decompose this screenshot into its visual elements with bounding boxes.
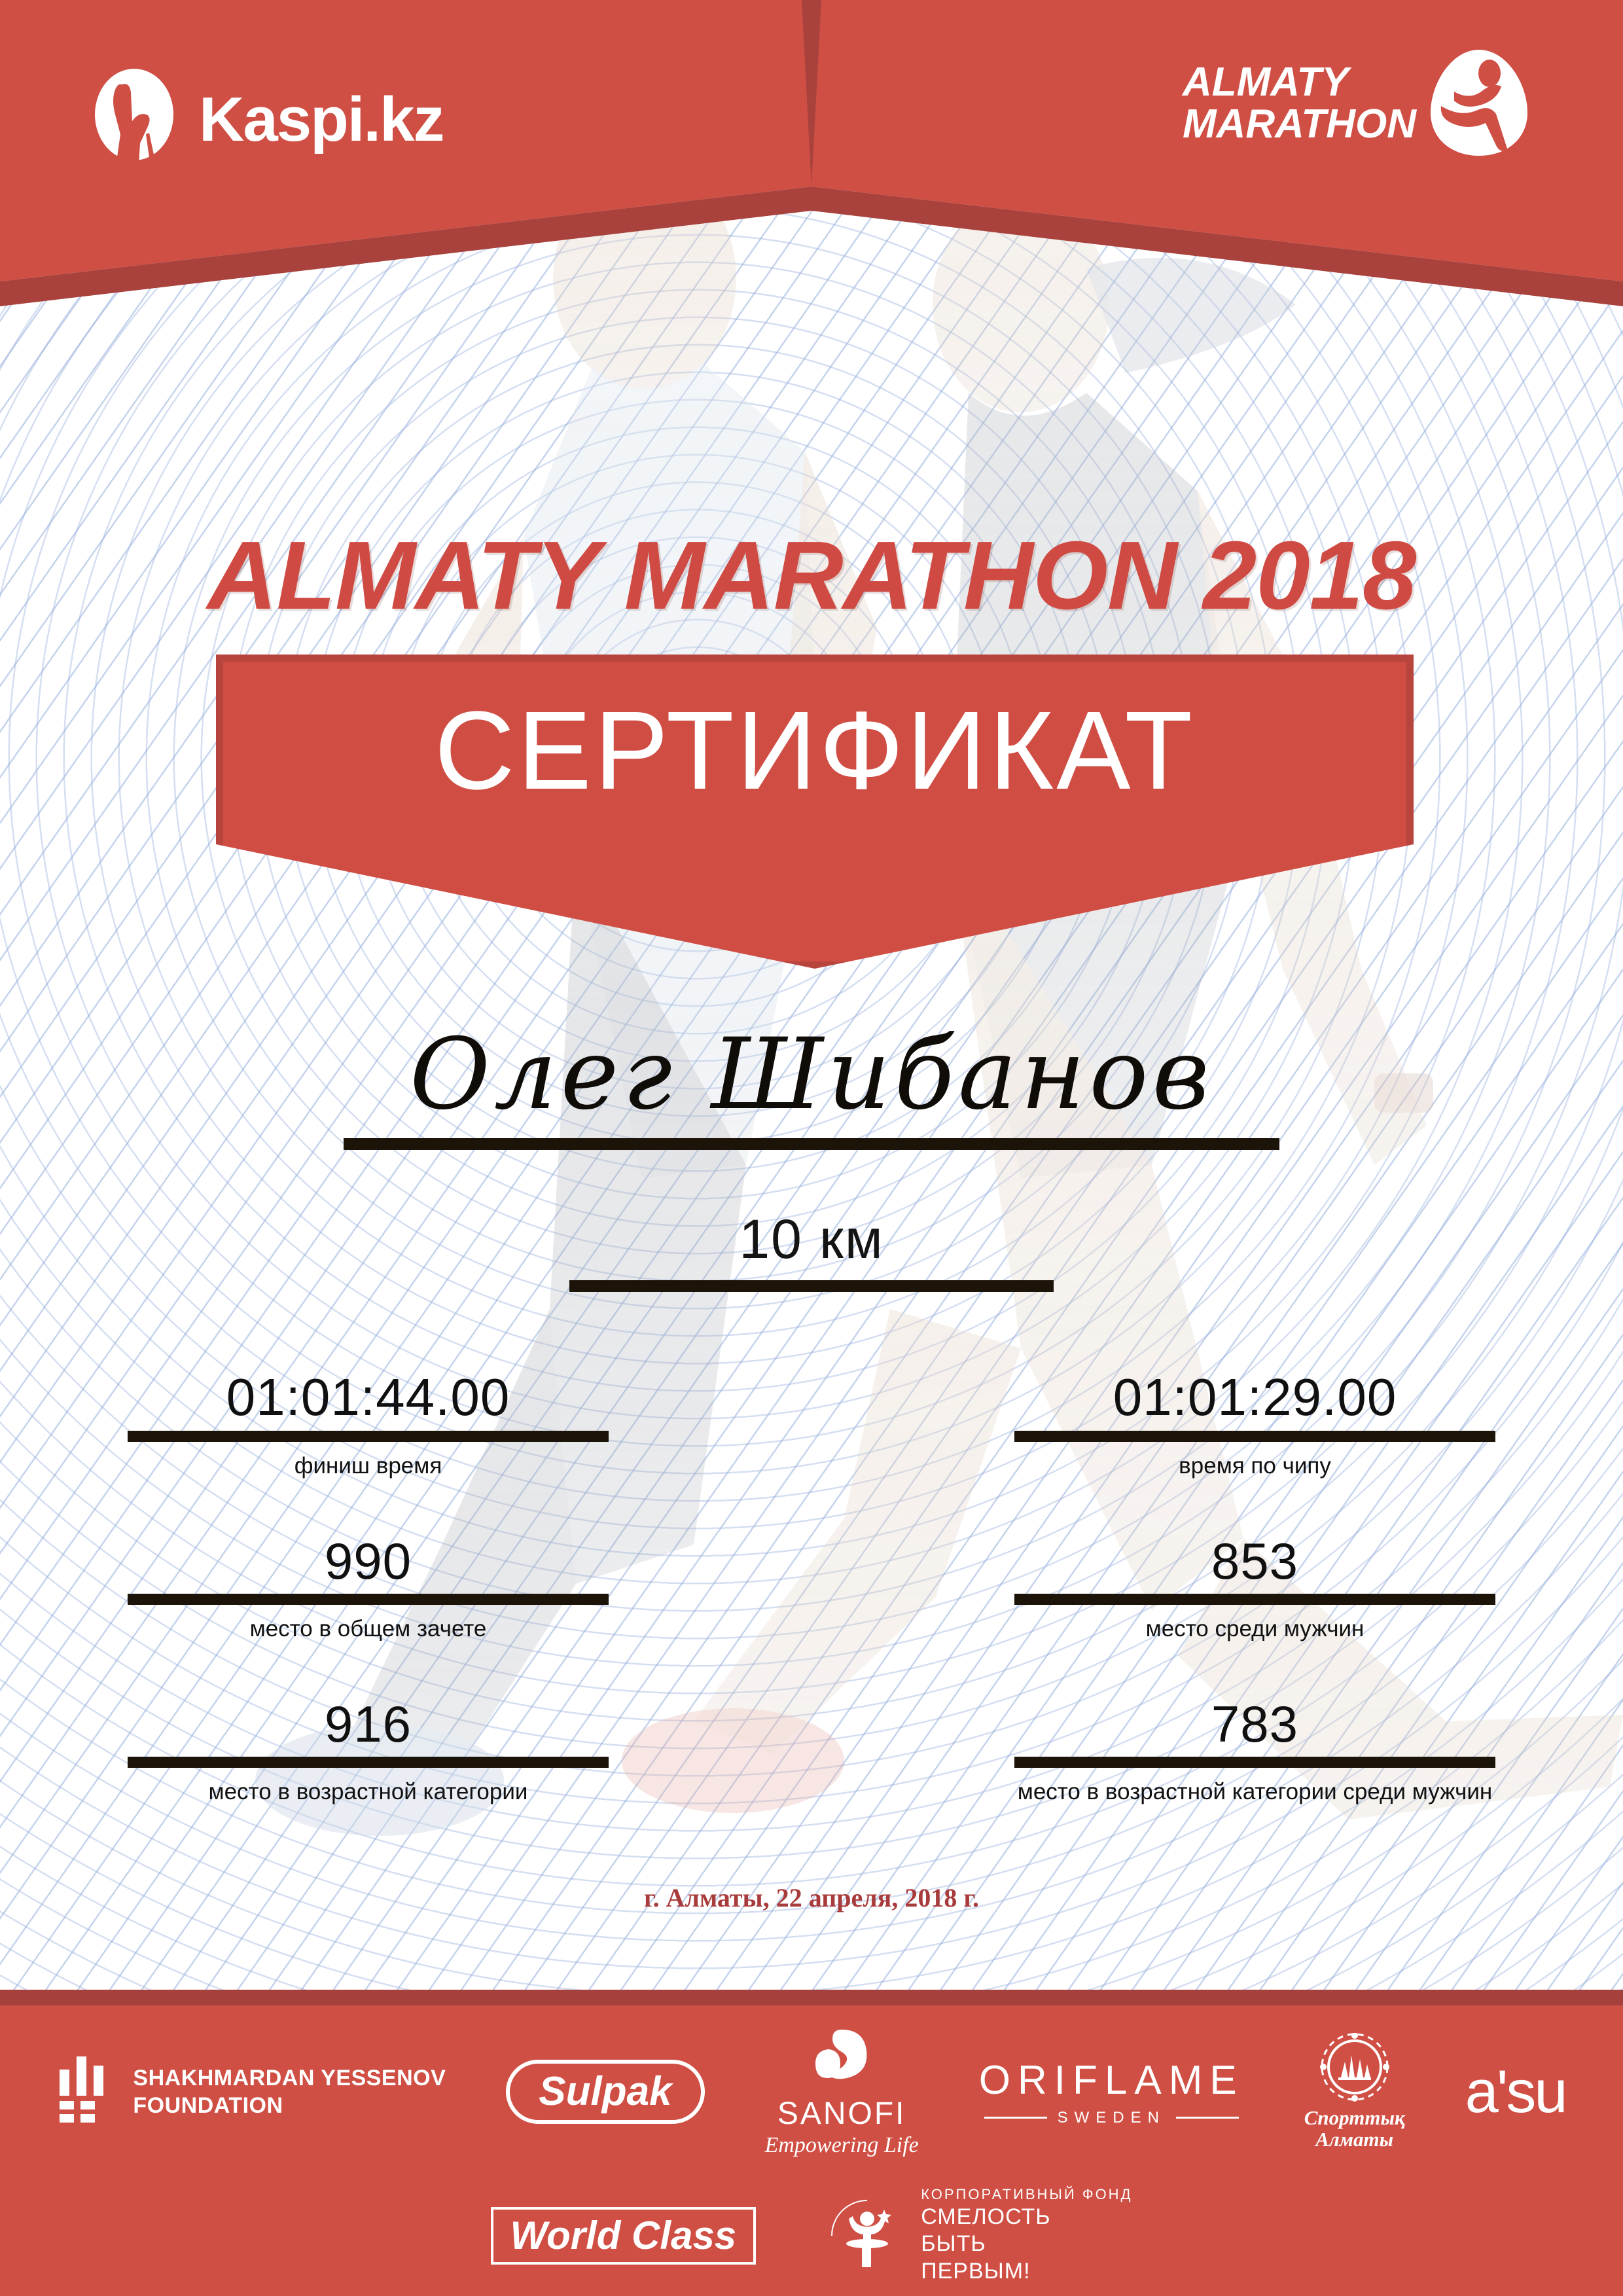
result-age-group-place: 916 место в возрастной категории — [128, 1695, 609, 1805]
results-row-2: 990 место в общем зачете 853 место среди… — [0, 1532, 1623, 1642]
distance-block: 10 км — [0, 1208, 1623, 1292]
sanofi-mark-icon — [815, 2030, 867, 2079]
sponsor-yessenov-foundation: SHAKHMARDAN YESSENOV FOUNDATION — [57, 2053, 446, 2131]
sport-almaty-emblem-icon — [1319, 2033, 1389, 2102]
marathon-logo-line1: ALMATY — [1182, 60, 1349, 105]
result-value: 01:01:29.00 — [1113, 1368, 1397, 1426]
result-label: место в возрастной категории среди мужчи… — [1017, 1779, 1493, 1805]
sponsor-row-secondary: World Class КОРПОРАТИВНЫЙ ФОНД СМЕЛОСТЬ … — [0, 2186, 1623, 2285]
sponsor-name-line1: КОРПОРАТИВНЫЙ ФОНД — [921, 2186, 1133, 2202]
result-underline — [128, 1593, 609, 1605]
date-and-place: г. Алматы, 22 апреля, 2018 г. — [643, 1883, 980, 1912]
kaspi-logo-text: Kaspi.kz — [199, 84, 444, 154]
participant-name-block: Олег Шибанов — [0, 1021, 1623, 1150]
sponsor-row-primary: SHAKHMARDAN YESSENOV FOUNDATION Sulpak S… — [0, 2026, 1623, 2158]
sponsor-name: a'su — [1465, 2058, 1568, 2125]
result-underline — [1014, 1430, 1495, 1442]
result-label: место среди мужчин — [1145, 1615, 1364, 1641]
result-underline — [128, 1430, 609, 1442]
sponsor-world-class: World Class — [490, 2206, 757, 2265]
sponsor-subname: SWEDEN — [1057, 2108, 1166, 2126]
sponsor-name: ORIFLAME — [978, 2057, 1244, 2103]
result-value: 853 — [1211, 1532, 1299, 1590]
kaspi-mark-icon — [95, 69, 173, 170]
kaspi-logo: Kaspi.kz — [92, 69, 444, 170]
result-value: 01:01:44.00 — [226, 1368, 510, 1426]
distance-value: 10 км — [739, 1208, 884, 1270]
row-spacer — [0, 1642, 1623, 1696]
certificate-banner: СЕРТИФИКАТ — [216, 655, 1414, 969]
certificate-type-label: СЕРТИФИКАТ — [434, 689, 1196, 813]
row-spacer — [0, 1479, 1623, 1533]
result-underline — [1014, 1593, 1495, 1605]
results-row-3: 916 место в возрастной категории 783 мес… — [0, 1695, 1623, 1805]
sponsor-name-line1: Спорттық — [1304, 2106, 1405, 2130]
oriflame-rule-left — [984, 2117, 1047, 2119]
sponsor-sulpak: Sulpak — [506, 2060, 705, 2124]
sponsor-tagline: Empowering Life — [764, 2133, 919, 2157]
result-value: 916 — [324, 1695, 412, 1753]
result-underline — [1014, 1757, 1495, 1768]
sponsor-name: World Class — [490, 2206, 757, 2265]
participant-name: Олег Шибанов — [410, 1018, 1213, 1132]
sponsor-asu: a'su — [1465, 2058, 1568, 2125]
result-label: место в возрастной категории — [208, 1779, 528, 1805]
result-label: финиш время — [294, 1452, 442, 1479]
result-chip-time: 01:01:29.00 время по чипу — [1014, 1368, 1495, 1479]
result-finish-time: 01:01:44.00 финиш время — [128, 1368, 609, 1479]
result-value: 783 — [1211, 1695, 1299, 1753]
sponsor-name-line2: СМЕЛОСТЬ — [921, 2204, 1051, 2229]
almaty-marathon-logo: ALMATY MARATHON — [1183, 46, 1531, 160]
sponsor-smelost-byt-pervym: КОРПОРАТИВНЫЙ ФОНД СМЕЛОСТЬ БЫТЬ ПЕРВЫМ! — [828, 2186, 1132, 2285]
result-label: время по чипу — [1179, 1452, 1331, 1479]
event-title: ALMATY MARATHON 2018 — [207, 522, 1417, 630]
sponsor-name-line2: Алматы — [1315, 2128, 1394, 2151]
sponsor-sanofi: SANOFI Empowering Life — [765, 2026, 919, 2158]
results-grid: 01:01:44.00 финиш время 01:01:29.00 врем… — [0, 1368, 1623, 1805]
sponsor-name-line1: SHAKHMARDAN YESSENOV — [133, 2065, 446, 2090]
results-row-1: 01:01:44.00 финиш время 01:01:29.00 врем… — [0, 1368, 1623, 1479]
yessenov-bars-icon — [60, 2056, 104, 2123]
sponsor-name-line2: FOUNDATION — [133, 2093, 283, 2118]
smelost-figure-icon — [831, 2199, 892, 2267]
sponsor-name-line3: БЫТЬ — [921, 2231, 986, 2257]
result-value: 990 — [324, 1532, 412, 1590]
sponsor-oriflame: ORIFLAME SWEDEN — [979, 2057, 1244, 2127]
name-underline — [344, 1138, 1279, 1150]
result-underline — [128, 1757, 609, 1768]
sponsor-footer: SHAKHMARDAN YESSENOV FOUNDATION Sulpak S… — [0, 1990, 1623, 2296]
distance-underline — [569, 1280, 1054, 1292]
marathon-runner-icon — [1431, 50, 1527, 156]
sponsor-sport-almaty: Спорттық Алматы — [1304, 2033, 1405, 2150]
oriflame-rule-right — [1175, 2117, 1239, 2119]
result-overall-place: 990 место в общем зачете — [128, 1532, 609, 1642]
result-label: место в общем зачете — [249, 1615, 487, 1641]
result-men-place: 853 место среди мужчин — [1014, 1532, 1495, 1642]
footer-top-stripe — [0, 1990, 1623, 2005]
sponsor-name: SANOFI — [777, 2096, 906, 2131]
sponsor-name: Sulpak — [506, 2060, 705, 2124]
sponsor-name-line4: ПЕРВЫМ! — [921, 2258, 1031, 2284]
marathon-logo-line2: MARATHON — [1182, 101, 1416, 147]
result-age-group-men-place: 783 место в возрастной категории среди м… — [1014, 1695, 1495, 1805]
